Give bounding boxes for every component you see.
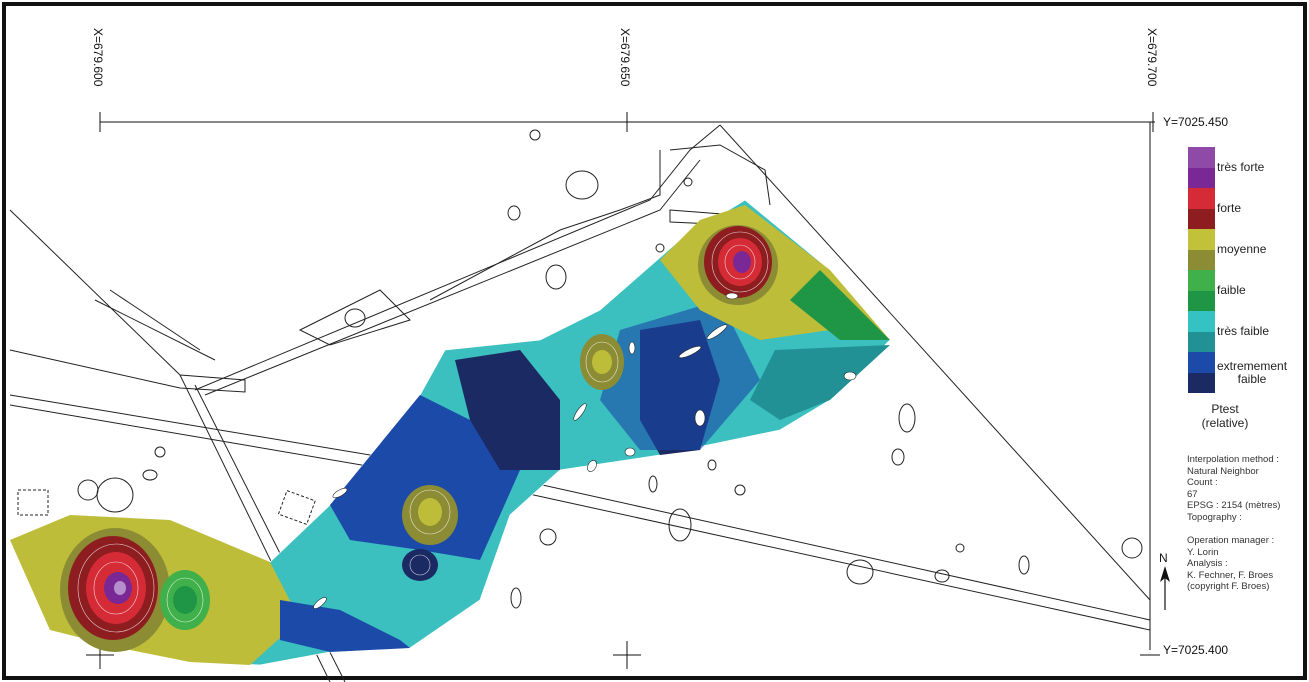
legend-label: faible xyxy=(1217,283,1246,297)
legend-title-sub: (relative) xyxy=(1201,416,1249,430)
north-arrow xyxy=(1160,566,1170,610)
legend-title: Ptest (relative) xyxy=(1175,402,1275,430)
dashed-parcel xyxy=(17,489,49,516)
legend-swatch xyxy=(1188,311,1215,352)
info-block: Interpolation method : Natural Neighbor Co… xyxy=(1187,454,1305,593)
legend-label: moyenne xyxy=(1217,242,1267,256)
legend: très forte forte moyenne faible très faible e… xyxy=(1188,147,1306,393)
y-label-bottom: Y=7025.400 xyxy=(1163,643,1228,657)
legend-swatch xyxy=(1188,229,1215,270)
x-label-3: X=679.700 xyxy=(1145,28,1159,87)
ptest-contour-surface xyxy=(9,199,891,666)
legend-label: forte xyxy=(1217,201,1242,215)
legend-item: très forte xyxy=(1188,147,1306,188)
legend-label: très faible xyxy=(1217,324,1270,338)
credit-line: Analysis : xyxy=(1187,558,1228,569)
y-label-top: Y=7025.450 xyxy=(1163,115,1228,129)
info-line: EPSG : 2154 (mètres) xyxy=(1187,500,1281,511)
legend-swatch xyxy=(1188,147,1215,188)
credit-line: Operation manager : xyxy=(1187,535,1275,546)
info-line: Natural Neighbor xyxy=(1187,465,1259,477)
x-label-2: X=679.650 xyxy=(618,28,632,87)
info-line: Interpolation method : xyxy=(1187,454,1279,465)
topography-features xyxy=(77,129,1143,609)
legend-swatch xyxy=(1188,270,1215,311)
dashed-parcel xyxy=(277,489,316,525)
credit-line: (copyright F. Broes) xyxy=(1187,581,1270,592)
credit-line: K. Fechner, F. Broes xyxy=(1187,569,1274,581)
legend-item: moyenne xyxy=(1188,229,1306,270)
credit-line: Y. Lorin xyxy=(1187,546,1219,558)
legend-item: forte xyxy=(1188,188,1306,229)
legend-label: très forte xyxy=(1217,160,1265,174)
info-line: 67 xyxy=(1187,488,1198,500)
legend-label: extremement faible xyxy=(1217,358,1288,386)
info-line: Topography : xyxy=(1187,511,1242,523)
legend-item: extremement faible xyxy=(1188,352,1306,393)
legend-swatch xyxy=(1188,352,1215,393)
legend-swatch xyxy=(1188,188,1215,229)
legend-item: très faible xyxy=(1188,311,1306,352)
info-line: Count : xyxy=(1187,477,1218,488)
x-label-1: X=679.600 xyxy=(91,28,105,87)
legend-item: faible xyxy=(1188,270,1306,311)
legend-title-main: Ptest xyxy=(1211,402,1239,416)
north-label: N xyxy=(1159,551,1168,565)
